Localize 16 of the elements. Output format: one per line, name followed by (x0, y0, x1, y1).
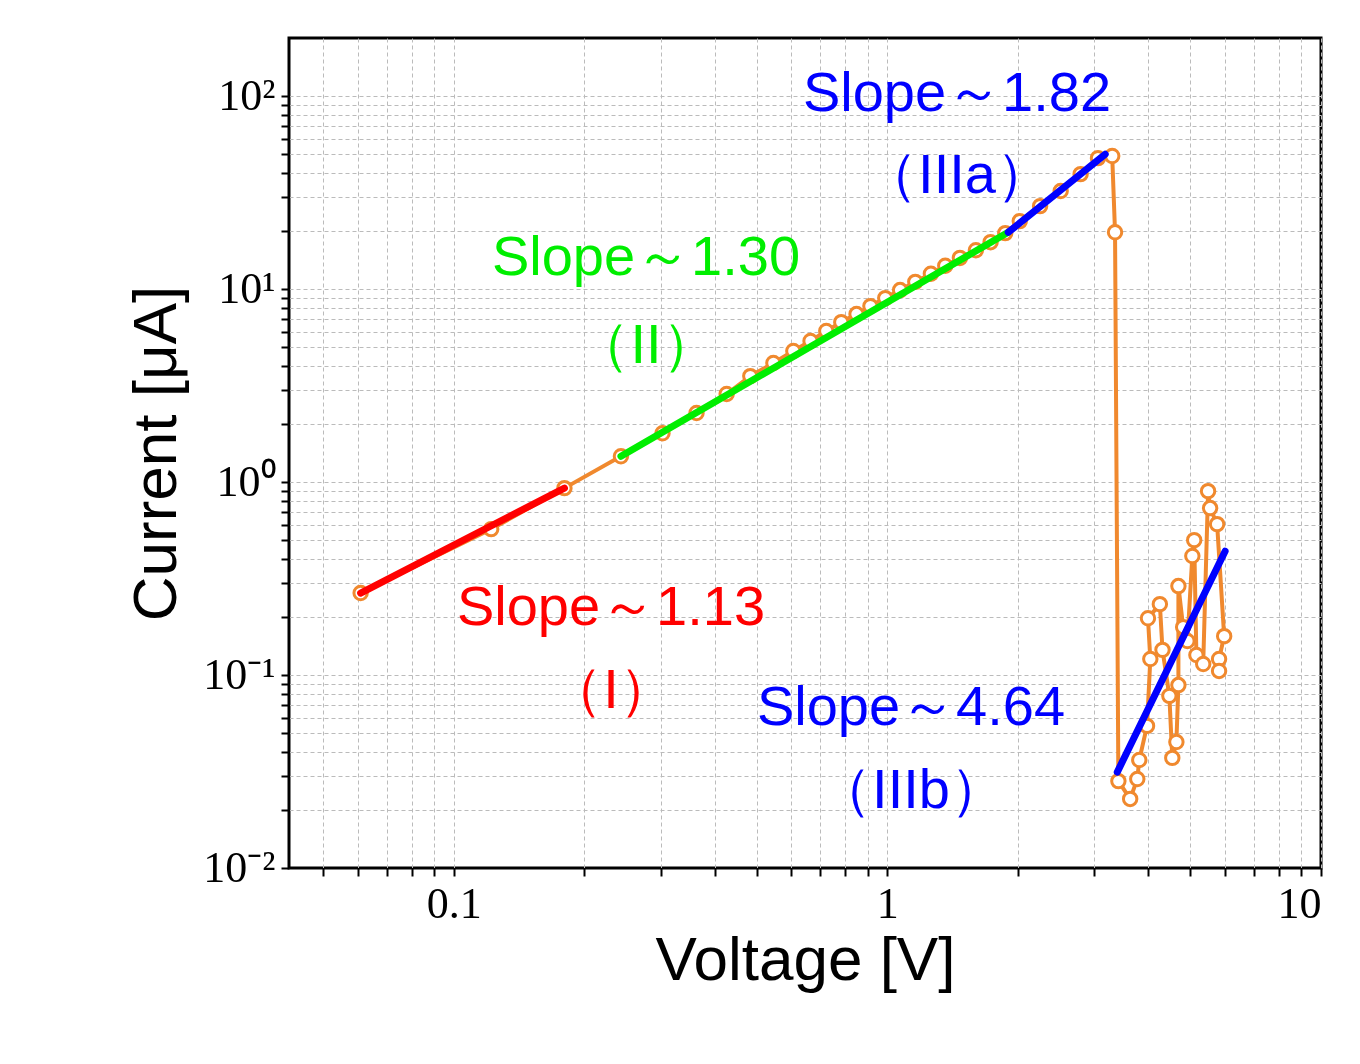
annotation: Slope～1.30 (491, 224, 801, 287)
x-tick-label: 0.1 (426, 878, 482, 928)
y-axis-title: Current [μA] (120, 285, 190, 622)
annotation: （IIIb） (816, 757, 1006, 820)
y-tick-label: 10² (218, 70, 276, 120)
y-tick-label: 10⁰ (216, 456, 276, 506)
y-tick-label: 10⁻¹ (203, 649, 276, 699)
y-tick-label: 10¹ (218, 263, 276, 313)
annotation: Slope～1.82 (802, 60, 1112, 123)
x-tick-label: 10 (1277, 878, 1322, 928)
annotation: （I） (547, 657, 675, 720)
annotation: （IIIa） (862, 142, 1052, 205)
annotation: Slope～1.13 (456, 574, 766, 637)
annotation: Slope～4.64 (756, 674, 1066, 737)
y-tick-label: 10⁻² (203, 842, 276, 892)
annotation: （II） (574, 312, 718, 375)
